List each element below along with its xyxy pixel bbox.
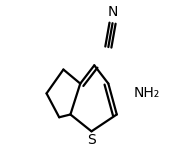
Text: N: N bbox=[107, 5, 118, 19]
Text: NH₂: NH₂ bbox=[134, 86, 160, 100]
Text: S: S bbox=[87, 133, 96, 147]
